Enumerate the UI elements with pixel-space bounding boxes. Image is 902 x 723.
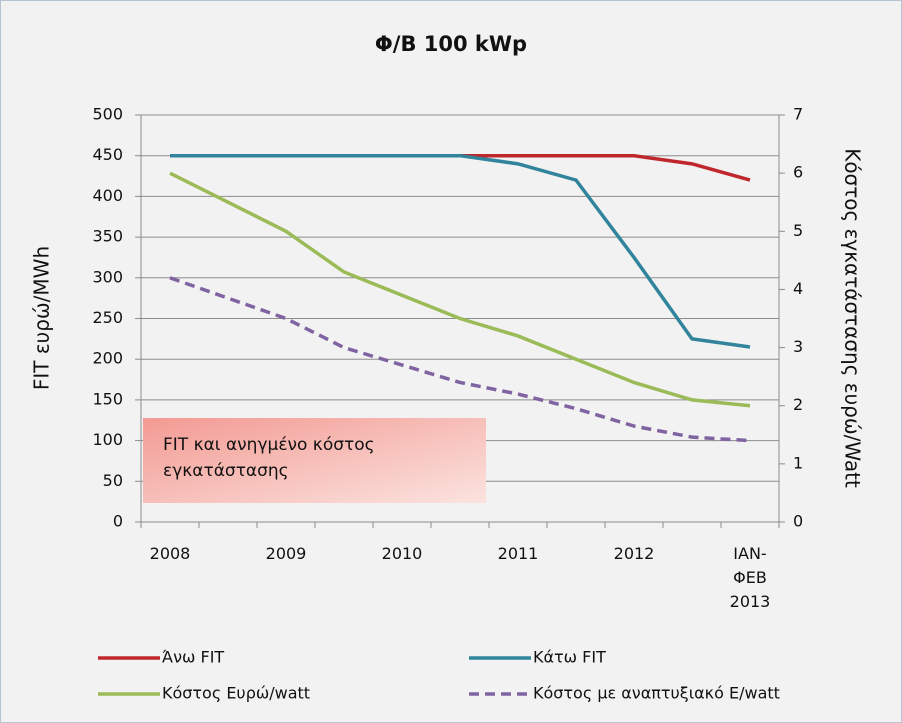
y2-tick-label: 0 (793, 512, 803, 531)
legend-label: Κόστος Ευρώ/watt (162, 684, 310, 703)
x-tick-label: 2010 (381, 544, 423, 563)
y-tick-label: 500 (92, 105, 123, 124)
y-tick-label: 100 (92, 430, 123, 449)
x-tick-label: 2008 (149, 544, 191, 563)
annotation: FIT και ανηγμένο κόστος εγκατάστασης (143, 418, 486, 503)
legend-label: Κάτω FIT (533, 648, 606, 667)
y-tick-label: 350 (92, 227, 123, 246)
y2-tick-label: 3 (793, 337, 803, 356)
y-tick-label: 250 (92, 308, 123, 327)
series-line (170, 153, 751, 349)
y-tick-label: 50 (103, 471, 123, 490)
legend-label: Άνω FIT (162, 648, 224, 667)
series-line (169, 171, 751, 408)
legend-label: Κόστος με αναπτυξιακό Ε/watt (533, 684, 780, 703)
y-tick-label: 150 (92, 389, 123, 408)
y2-axis-title: Κόστος εγκατάστασης ευρώ/Watt (841, 148, 865, 488)
series-line (170, 153, 751, 182)
x-tick-label: ΙΑΝ-ΦΕΒ 2013 (729, 544, 771, 611)
y2-tick-label: 2 (793, 395, 803, 414)
y2-tick-label: 6 (793, 163, 803, 182)
chart-title: Φ/Β 100 kWp (375, 32, 527, 56)
x-tick-label: 2012 (613, 544, 655, 563)
y2-tick-label: 7 (793, 105, 803, 124)
y-tick-label: 200 (92, 349, 123, 368)
y-tick-label: 450 (92, 145, 123, 164)
series-line (169, 276, 751, 443)
y-tick-label: 300 (92, 267, 123, 286)
x-tick-label: 2011 (497, 544, 539, 563)
y2-tick-label: 1 (793, 453, 803, 472)
y-tick-label: 0 (113, 512, 123, 531)
x-tick-label: 2009 (265, 544, 307, 563)
y2-tick-label: 4 (793, 279, 803, 298)
y2-tick-label: 5 (793, 221, 803, 240)
y-axis-title: FIT ευρώ/MWh (30, 246, 54, 390)
y-tick-label: 400 (92, 186, 123, 205)
